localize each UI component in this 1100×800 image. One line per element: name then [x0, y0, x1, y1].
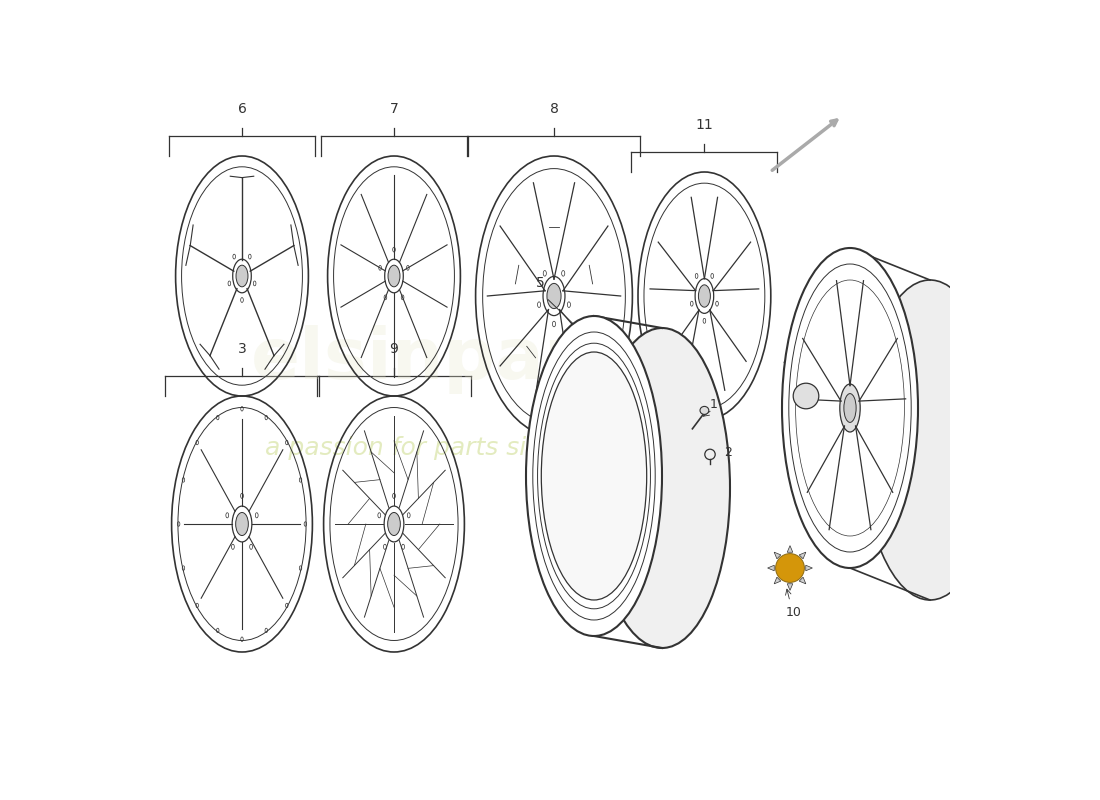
Text: 6: 6 — [238, 102, 246, 116]
Text: a passion for parts since 1985: a passion for parts since 1985 — [265, 436, 642, 460]
Ellipse shape — [700, 406, 708, 414]
Ellipse shape — [235, 513, 249, 535]
Circle shape — [776, 554, 804, 582]
Ellipse shape — [782, 248, 918, 568]
Text: 9: 9 — [389, 342, 398, 356]
Ellipse shape — [839, 384, 860, 432]
Polygon shape — [806, 566, 813, 570]
Ellipse shape — [844, 394, 856, 422]
Ellipse shape — [526, 316, 662, 636]
Circle shape — [793, 383, 818, 409]
Ellipse shape — [594, 328, 730, 648]
Text: 2: 2 — [725, 446, 733, 458]
Text: 11: 11 — [695, 118, 713, 132]
Ellipse shape — [541, 352, 647, 600]
Polygon shape — [800, 552, 806, 559]
Polygon shape — [788, 546, 793, 552]
Text: 3: 3 — [238, 342, 246, 356]
Text: 10: 10 — [786, 606, 802, 619]
Text: 1: 1 — [710, 398, 718, 410]
Text: 7: 7 — [389, 102, 398, 116]
Polygon shape — [774, 577, 781, 584]
Ellipse shape — [388, 266, 400, 286]
Polygon shape — [774, 552, 781, 559]
Ellipse shape — [547, 283, 561, 309]
Text: 4: 4 — [782, 355, 790, 368]
Polygon shape — [788, 584, 793, 590]
Ellipse shape — [387, 513, 400, 535]
Polygon shape — [768, 566, 774, 570]
Ellipse shape — [698, 285, 711, 307]
Text: 8: 8 — [550, 102, 559, 116]
Ellipse shape — [236, 266, 248, 286]
Ellipse shape — [862, 280, 998, 600]
Text: elsinparts: elsinparts — [251, 326, 658, 394]
Polygon shape — [800, 577, 806, 584]
Text: 5: 5 — [536, 275, 544, 290]
